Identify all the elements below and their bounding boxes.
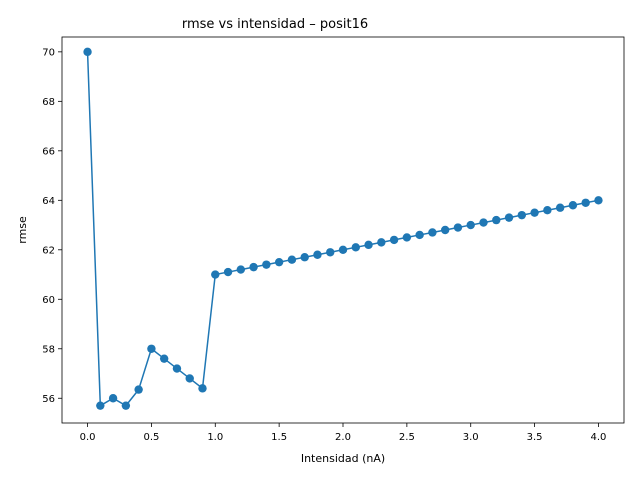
data-point: [96, 401, 105, 410]
data-point: [211, 270, 220, 279]
data-point: [479, 218, 488, 227]
data-point: [185, 374, 194, 383]
data-point: [326, 248, 335, 257]
data-point: [287, 255, 297, 264]
data-point: [300, 253, 309, 262]
data-point: [402, 233, 412, 242]
y-tick-label: 60: [42, 295, 55, 306]
x-tick-label: 3.5: [527, 432, 543, 443]
data-point: [492, 215, 501, 225]
axes-layer: 0.0 0.5 1.0 1.5 2.0 2.5 3.0 3.5 4.0 56 58 60 62 64 66 6…: [42, 47, 606, 443]
y-axis-label: rmse: [16, 216, 29, 244]
data-point: [428, 228, 437, 237]
data-point: [108, 394, 118, 403]
data-point: [274, 257, 284, 267]
data-point: [581, 198, 590, 207]
data-point: [364, 240, 373, 250]
data-point: [121, 401, 131, 410]
data-point: [389, 235, 399, 245]
data-point: [453, 223, 463, 232]
y-tick-label: 70: [42, 47, 55, 58]
data-point: [198, 384, 207, 393]
data-point: [377, 238, 386, 247]
data-layer: [83, 47, 603, 410]
data-point: [223, 267, 233, 277]
y-tick-label: 62: [42, 245, 55, 256]
data-point: [351, 243, 360, 252]
y-tick-label: 58: [42, 344, 55, 355]
chart-title: rmse vs intensidad – posit16: [182, 17, 368, 32]
data-point: [530, 208, 539, 217]
data-point: [517, 210, 527, 220]
data-point: [338, 245, 348, 254]
data-point: [249, 262, 258, 272]
x-tick-label: 0.5: [143, 432, 159, 443]
data-point: [262, 260, 271, 269]
x-tick-label: 4.0: [591, 432, 607, 443]
data-point: [313, 250, 322, 259]
x-tick-label: 1.0: [207, 432, 223, 443]
y-tick-label: 64: [42, 196, 55, 207]
data-point: [159, 354, 169, 363]
y-tick-label: 68: [42, 97, 55, 108]
data-point: [147, 344, 156, 353]
data-point: [83, 47, 92, 57]
y-tick-label: 66: [42, 146, 55, 157]
data-point: [415, 230, 424, 240]
data-point: [594, 196, 603, 205]
plot-area: [62, 37, 624, 423]
x-tick-label: 2.0: [335, 432, 351, 443]
data-point: [555, 203, 565, 212]
x-tick-label: 1.5: [271, 432, 287, 443]
data-point: [236, 265, 246, 274]
data-point: [440, 225, 450, 235]
x-tick-label: 2.5: [399, 432, 415, 443]
y-tick-label: 56: [42, 394, 55, 405]
data-point: [134, 385, 143, 394]
data-point: [466, 220, 475, 230]
data-point: [504, 213, 514, 222]
data-point: [543, 206, 552, 215]
x-tick-label: 3.0: [463, 432, 479, 443]
x-axis-label: Intensidad (nA): [301, 452, 385, 465]
data-point: [172, 364, 182, 373]
plot-frame: [61, 36, 625, 424]
data-point: [568, 201, 578, 210]
x-tick-label: 0.0: [80, 432, 96, 443]
